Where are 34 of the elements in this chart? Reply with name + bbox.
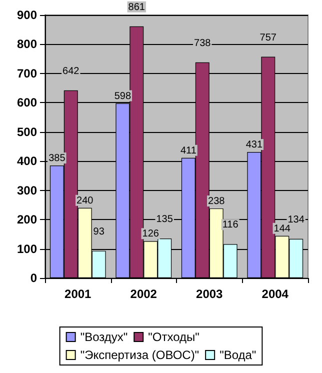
data-label: 385: [48, 152, 66, 164]
y-tick-label: 600: [16, 96, 38, 110]
data-label: 135: [156, 214, 174, 226]
data-label: 431: [246, 140, 263, 151]
data-label: 598: [114, 90, 132, 102]
data-label: 238: [208, 196, 226, 207]
data-label: 861: [128, 2, 146, 13]
data-label: 411: [180, 145, 197, 156]
legend-label: "Вода": [220, 348, 256, 362]
y-tick-label: 100: [16, 242, 38, 256]
y-tick-label: 300: [16, 183, 38, 198]
y-tick-label: 0: [30, 271, 38, 285]
y-tick-label: 500: [16, 124, 38, 139]
x-tick-label: 2002: [130, 287, 158, 301]
y-tick-label: 700: [16, 66, 38, 80]
legend-label: "Воздух": [80, 330, 128, 344]
y-tick-label: 200: [16, 212, 38, 227]
x-tick-label: 2001: [64, 287, 92, 301]
data-label: 240: [76, 195, 94, 206]
data-label: 757: [260, 32, 277, 44]
x-tick-label: 2004: [262, 287, 289, 301]
legend-label: "Экспертиза (ОВОС)": [80, 348, 200, 362]
y-tick-label: 400: [16, 154, 38, 168]
x-tick-label: 2003: [196, 287, 224, 301]
y-tick-label: 800: [16, 37, 38, 52]
y-tick-label: 900: [16, 8, 38, 22]
data-label: 134: [288, 214, 305, 226]
data-label: 642: [62, 66, 80, 77]
data-label: 144: [274, 223, 291, 234]
data-label: 126: [142, 228, 160, 240]
legend-label: "Отходы": [148, 330, 200, 344]
data-label: 116: [222, 220, 239, 231]
data-label: 738: [194, 38, 212, 49]
data-label: 93: [93, 226, 105, 238]
